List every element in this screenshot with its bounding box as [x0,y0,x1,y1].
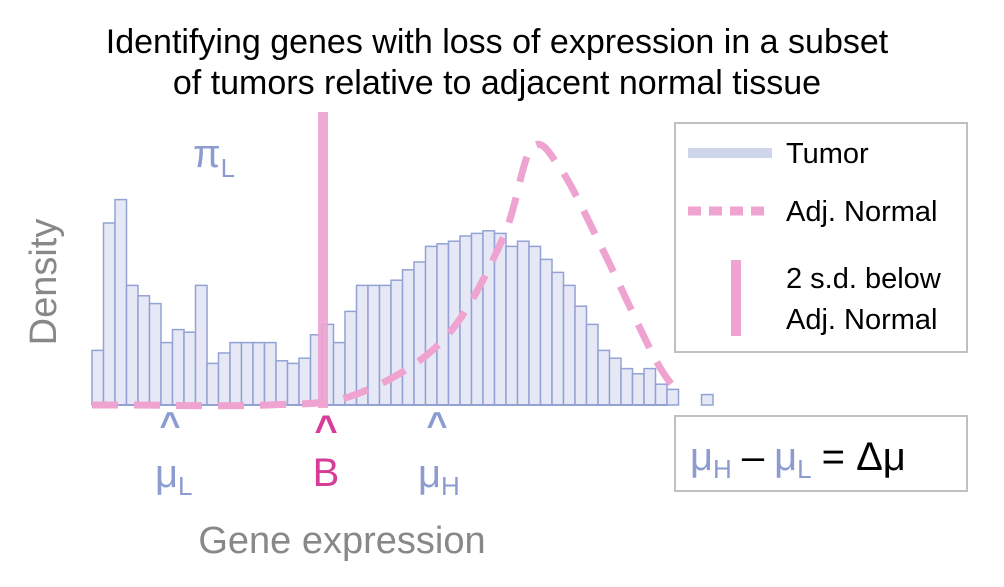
histogram-bar [298,357,312,406]
histogram-bar [551,271,565,406]
mu-l-caret: ^ [159,404,180,445]
legend: Tumor Adj. Normal 2 s.d. below Adj. Norm… [674,122,968,353]
histogram-bar [608,357,622,406]
histogram-bar [137,295,151,406]
delta-mu-equation: μH – μL = Δμ [690,435,906,484]
y-axis-label: Density [23,219,65,346]
b-caret: ^ [314,408,337,452]
histogram-bar [413,261,427,406]
histogram-bar [539,258,553,406]
histogram-bar [217,352,231,406]
histogram-bar [643,367,657,406]
histogram-bar [585,323,599,406]
title-line-2: of tumors relative to adjacent normal ti… [173,64,821,102]
legend-sd-label-2: Adj. Normal [786,304,938,336]
b-label: B [313,451,340,495]
legend-sd-label-1: 2 s.d. below [786,263,942,295]
histogram-bar [206,362,220,406]
mu-h-label: μH [418,452,460,501]
x-axis-label: Gene expression [198,520,485,562]
legend-frame [674,122,968,353]
histogram-bar [597,349,611,406]
histogram-bar [160,341,174,406]
equation-box: μH – μL = Δμ [674,415,968,492]
histogram-bar [114,198,128,406]
histogram-bar [401,269,415,406]
histogram-bar [516,240,530,406]
histogram-bar [229,341,243,406]
histogram-bar [171,328,185,406]
histogram-bar [505,245,519,406]
histogram-bar [275,360,289,406]
histogram-bar [390,279,404,406]
histogram-bar [562,284,576,406]
histogram-bar [574,305,588,406]
histogram-bar [286,362,300,406]
equation-frame [674,415,968,492]
histogram-bar [700,393,714,406]
mu-l-label: μL [155,452,193,501]
histogram-bar [378,284,392,406]
histogram-bar [194,284,208,406]
title-line-1: Identifying genes with loss of expressio… [106,23,889,61]
mu-h-caret: ^ [426,404,447,445]
histogram-bar [252,341,266,406]
histogram-bar [470,232,484,406]
histogram-bar [263,341,277,406]
legend-normal-label: Adj. Normal [786,196,938,228]
histogram-bar [528,245,542,406]
adj-normal-curve [92,140,681,410]
histogram-bar [240,341,254,406]
pi-l-label: πL [193,132,235,183]
tumor-histogram [91,198,714,406]
histogram-bar [424,245,438,406]
histogram-bar [125,284,139,406]
histogram-bar [436,243,450,406]
legend-tumor-label: Tumor [786,138,869,170]
histogram-bar [102,222,116,406]
histogram-bar [631,373,645,406]
histogram-bar [654,383,668,406]
histogram-bar [148,302,162,406]
histogram-bar [666,388,680,406]
histogram-bar [620,367,634,406]
histogram-bar [367,284,381,406]
histogram-bar [183,331,197,406]
histogram-bar [91,349,105,406]
histogram-bar [344,310,358,406]
